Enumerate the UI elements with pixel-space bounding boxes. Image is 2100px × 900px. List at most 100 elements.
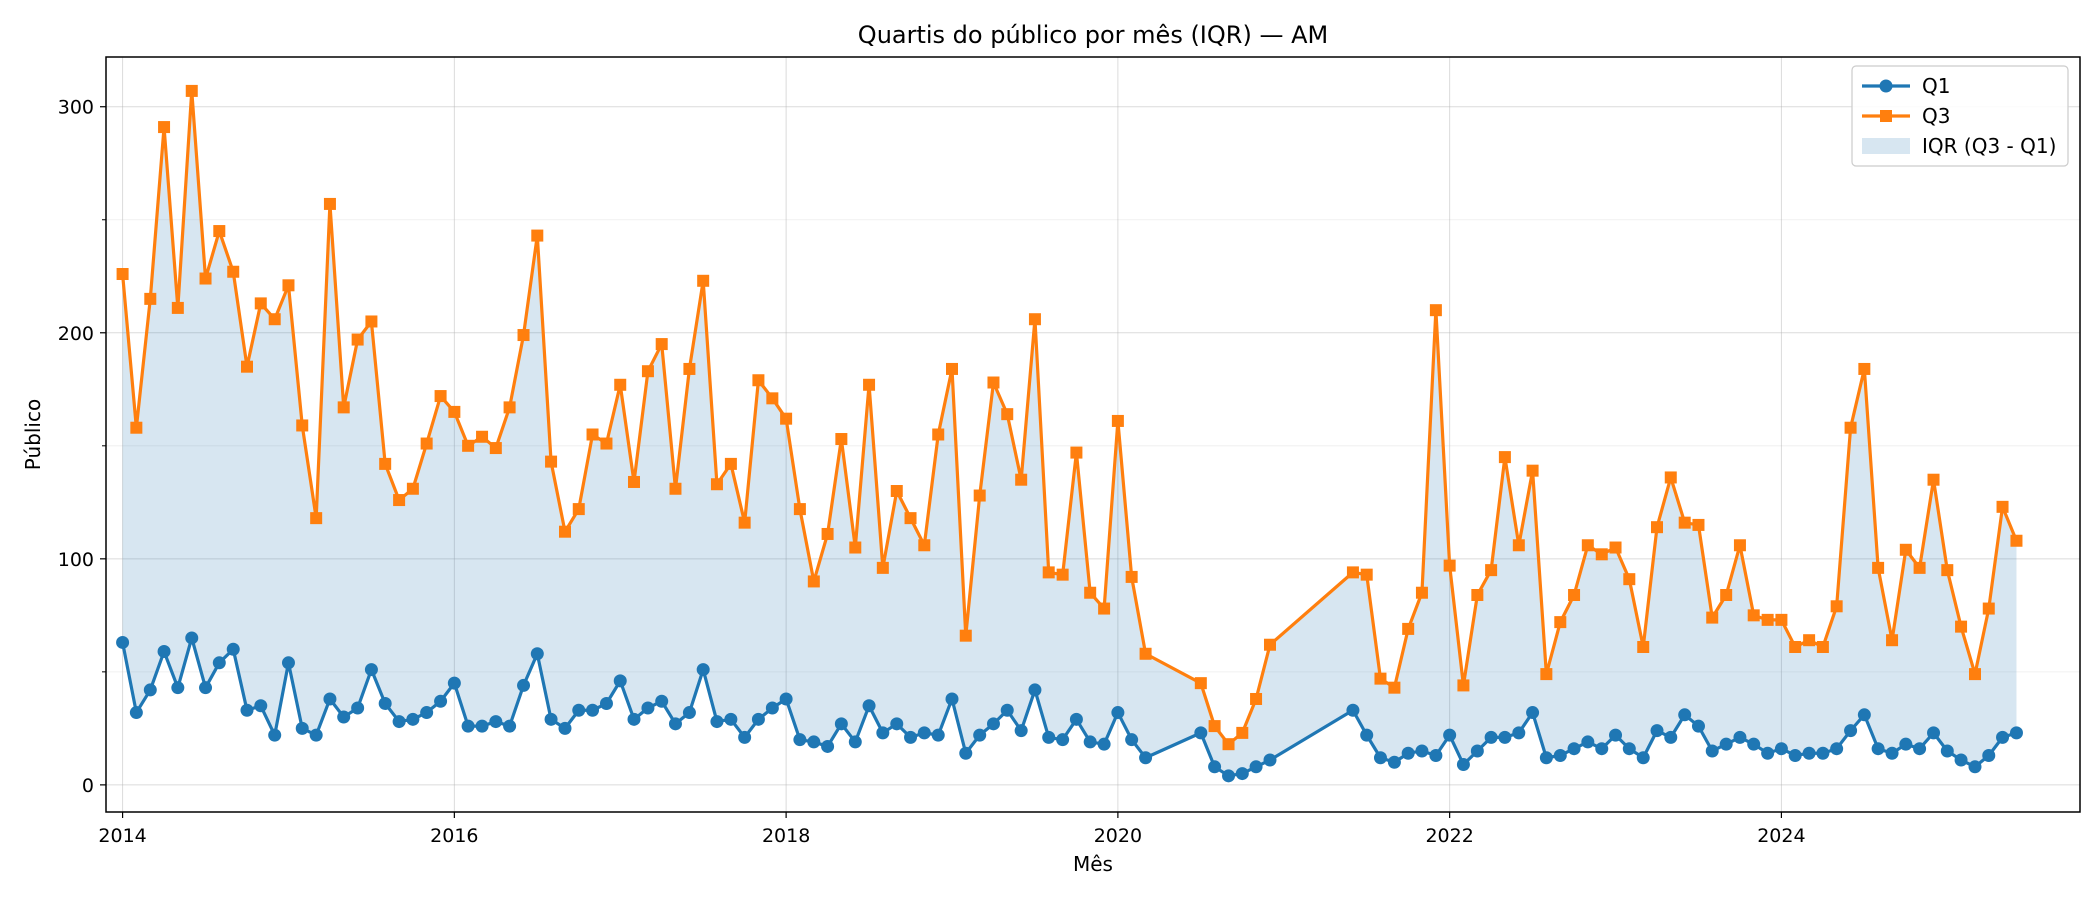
q1-point (779, 692, 793, 706)
q3-point (586, 428, 599, 441)
q3-point (448, 405, 461, 418)
q1-point (1526, 706, 1540, 720)
q3-point (766, 392, 779, 405)
q1-point (765, 701, 779, 715)
q1-point (323, 692, 337, 706)
q3-point (462, 439, 475, 452)
q3-point (710, 478, 723, 491)
q1-point (682, 706, 696, 720)
q3-point (1208, 720, 1221, 733)
legend-iqr-swatch (1862, 138, 1910, 154)
q3-point (614, 378, 627, 391)
grid (106, 57, 2080, 812)
q3-point (1429, 304, 1442, 317)
q1-point (1719, 737, 1733, 751)
q3-point (1872, 561, 1885, 574)
q1-point (1014, 724, 1028, 738)
q1-point (1788, 748, 1802, 762)
q3-point (1982, 602, 1995, 615)
q3-point (1927, 473, 1940, 486)
q3-point (434, 390, 447, 403)
q1-point (931, 728, 945, 742)
q1-point (351, 701, 365, 715)
q3-point (1955, 620, 1968, 633)
q1-point (1885, 746, 1899, 760)
q3-point (185, 84, 198, 97)
q3-point (1402, 622, 1415, 635)
q1-point (1761, 746, 1775, 760)
q3-point (116, 268, 129, 281)
q1-point (226, 642, 240, 656)
q1-point (572, 703, 586, 717)
q1-point (268, 728, 282, 742)
q3-point (959, 629, 972, 642)
q3-point (158, 121, 171, 134)
q1-line (121, 636, 2017, 778)
q1-point (461, 719, 475, 733)
q1-point (599, 696, 613, 710)
q3-point (1637, 640, 1650, 653)
q3-point (683, 362, 696, 375)
q1-point (959, 746, 973, 760)
q1-point (917, 726, 931, 740)
q1-point (613, 674, 627, 688)
q1-point (1609, 728, 1623, 742)
q3-point (323, 197, 336, 210)
q1-point (1595, 742, 1609, 756)
q3-point (1457, 679, 1470, 692)
q3-point (379, 457, 392, 470)
q1-point (171, 681, 185, 695)
q3-point (1913, 561, 1926, 574)
x-axis: 2014 2016 2018 2020 2022 2024 (98, 812, 1806, 847)
q1-point (1927, 726, 1941, 740)
q3-point (1415, 586, 1428, 599)
q1-point (1996, 730, 2010, 744)
q3-point (144, 292, 157, 305)
q1-point (475, 719, 489, 733)
q1-point (434, 694, 448, 708)
legend-q1-label: Q1 (1922, 74, 1950, 98)
q3-point (1609, 541, 1622, 554)
q1-point (696, 663, 710, 677)
q3-point (946, 362, 958, 375)
q1-point (199, 681, 213, 695)
q3-point (1498, 451, 1511, 464)
q1-point (724, 712, 738, 726)
q1-point (1954, 753, 1968, 767)
q1-point (1208, 760, 1222, 774)
q3-point (476, 430, 489, 443)
q1-point (655, 694, 669, 708)
q3-point (863, 378, 876, 391)
q3-line (120, 89, 2018, 746)
q1-point (862, 699, 876, 713)
q3-point (1581, 539, 1594, 552)
q3-point (1263, 638, 1276, 651)
q3-point (1996, 500, 2009, 513)
q1-point (890, 717, 904, 731)
q3-point (1692, 518, 1705, 531)
q3-point (268, 313, 281, 326)
q1-point (420, 706, 434, 720)
q3-point (1720, 588, 1733, 601)
q1-point (1042, 730, 1056, 744)
q3-point (780, 412, 793, 425)
q3-point (1595, 548, 1608, 561)
q1-point (212, 656, 226, 670)
q1-point (1802, 746, 1816, 760)
q3-point (1747, 609, 1760, 622)
q3-point (628, 475, 641, 488)
q3-point (1706, 611, 1719, 624)
q3-point (1526, 464, 1539, 477)
x-tick-label: 2024 (1757, 825, 1805, 847)
q3-point (1664, 471, 1677, 484)
q3-point (1816, 640, 1829, 653)
q1-point (1622, 742, 1636, 756)
q3-point (130, 421, 143, 434)
q1-point (1249, 760, 1263, 774)
q1-point (1125, 733, 1139, 747)
x-tick-label: 2022 (1425, 825, 1473, 847)
q3-point (545, 455, 558, 468)
x-tick-label: 2018 (762, 825, 810, 847)
y-tick-label: 100 (58, 549, 94, 571)
